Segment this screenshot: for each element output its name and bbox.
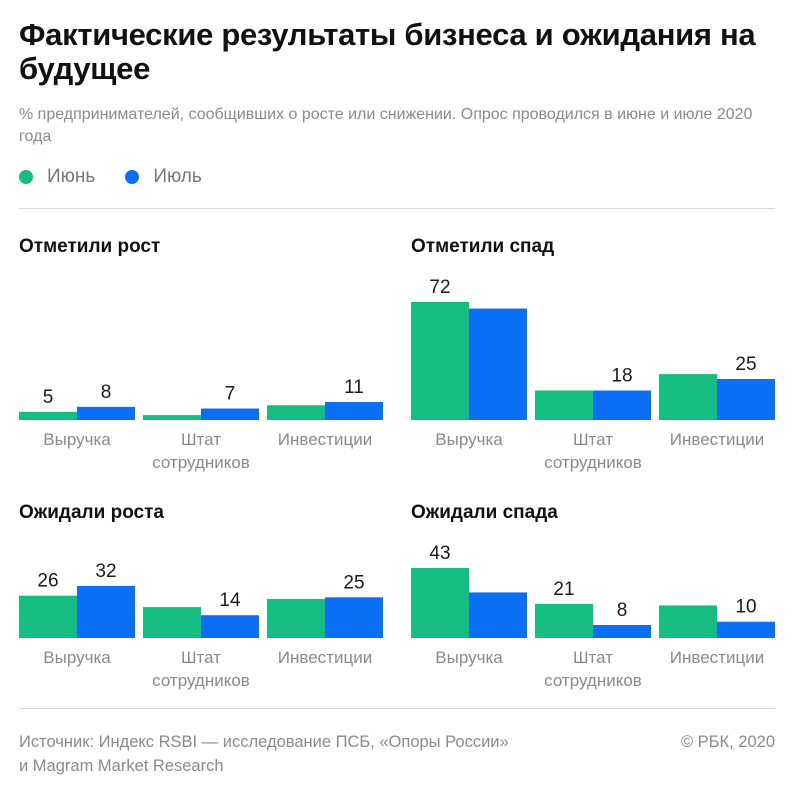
category-label-3: Инвестиции	[670, 648, 764, 667]
value-label-july-3: 11	[344, 377, 364, 398]
category-label-2: Штат	[181, 430, 221, 449]
bar-july-2	[201, 408, 259, 420]
bar-june-3	[659, 374, 717, 420]
chart-growth-reported: 5 8 Выручка 7 Штат сотрудников 11 Инвестиции	[19, 377, 383, 472]
legend-swatch-july	[125, 170, 140, 184]
value-label-june-1: 72	[429, 277, 450, 298]
value-label-july-2: 18	[611, 366, 632, 387]
bar-july-1	[77, 585, 135, 638]
bar-july-1	[469, 592, 527, 638]
divider-bottom	[19, 708, 775, 709]
value-label-june-1: 43	[429, 543, 450, 564]
bar-june-1	[19, 595, 77, 638]
bar-june-3	[267, 598, 325, 638]
legend-item-july: Июль	[125, 166, 202, 188]
bar-july-2	[593, 390, 651, 420]
bar-july-2	[593, 624, 651, 638]
category-label-2: Штат	[181, 648, 221, 667]
category-label-3: Инвестиции	[670, 430, 764, 449]
bar-july-2	[201, 615, 259, 638]
legend-label-june: Июнь	[47, 166, 96, 187]
panel-title-decline-expected: Ожидали спада	[411, 502, 558, 523]
chart-decline-expected: 43 Выручка 21 8 Штат сотрудников 10 Инвестиции	[411, 543, 775, 690]
chart-decline-reported: 72 Выручка 18 Штат сотрудников 25 Инвестиции	[411, 277, 775, 472]
bar-june-1	[19, 411, 77, 420]
category-label-3: Инвестиции	[278, 648, 372, 667]
value-label-july-2: 14	[219, 590, 241, 611]
bar-june-3	[267, 405, 325, 420]
legend: Июнь Июль	[19, 165, 232, 189]
value-label-june-2: 21	[553, 579, 574, 600]
value-label-june-1: 5	[43, 387, 54, 408]
bar-june-1	[411, 568, 469, 638]
divider-top	[19, 208, 775, 209]
bar-july-3	[717, 621, 775, 638]
category-label-1: Выручка	[435, 648, 503, 667]
panel-title-growth-expected: Ожидали роста	[19, 502, 164, 523]
bar-july-1	[469, 308, 527, 420]
category-label-2: сотрудников	[152, 453, 250, 472]
bar-june-3	[659, 605, 717, 638]
category-label-2: Штат	[573, 430, 613, 449]
value-label-july-2: 7	[225, 384, 236, 405]
bar-june-2	[535, 603, 593, 638]
bar-july-3	[717, 379, 775, 420]
legend-swatch-june	[19, 170, 33, 184]
category-label-2: сотрудников	[544, 453, 642, 472]
legend-item-june: Июнь	[19, 166, 95, 188]
category-label-2: Штат	[573, 648, 613, 667]
chart-growth-expected: 26 32 Выручка 14 Штат сотрудников 25 Инвестиции	[19, 561, 383, 690]
bar-june-2	[143, 415, 201, 420]
chart-subtitle: % предпринимателей, сообщивших о росте и…	[19, 106, 753, 145]
category-label-1: Выручка	[43, 648, 111, 667]
category-label-3: Инвестиции	[278, 430, 372, 449]
copyright: © РБК, 2020	[680, 733, 775, 751]
category-label-2: сотрудников	[152, 671, 250, 690]
bar-june-2	[143, 607, 201, 638]
chart-title: Фактические результаты бизнеса и ожидани…	[19, 17, 756, 86]
value-label-july-3: 25	[343, 572, 364, 593]
panel-title-decline-reported: Отметили спад	[411, 236, 555, 257]
bar-june-2	[535, 390, 593, 420]
category-label-1: Выручка	[43, 430, 111, 449]
bar-july-3	[325, 401, 383, 420]
source-line-1: Источник: Индекс RSBI — исследование ПСБ…	[19, 733, 509, 751]
value-label-july-2: 8	[617, 600, 628, 621]
value-label-june-1: 26	[37, 571, 58, 592]
value-label-july-1: 32	[95, 561, 116, 582]
value-label-july-3: 25	[735, 354, 756, 375]
bar-june-1	[411, 302, 469, 420]
panel-title-growth-reported: Отметили рост	[19, 236, 161, 257]
category-label-1: Выручка	[435, 430, 503, 449]
legend-label-july: Июль	[153, 166, 202, 187]
category-label-2: сотрудников	[544, 671, 642, 690]
bar-july-3	[325, 597, 383, 638]
bar-july-1	[77, 406, 135, 420]
value-label-july-3: 10	[735, 597, 756, 618]
source-note: Источник: Индекс RSBI — исследование ПСБ…	[19, 730, 619, 778]
source-line-2: и Magram Market Research	[19, 757, 224, 775]
value-label-july-1: 8	[101, 382, 112, 403]
